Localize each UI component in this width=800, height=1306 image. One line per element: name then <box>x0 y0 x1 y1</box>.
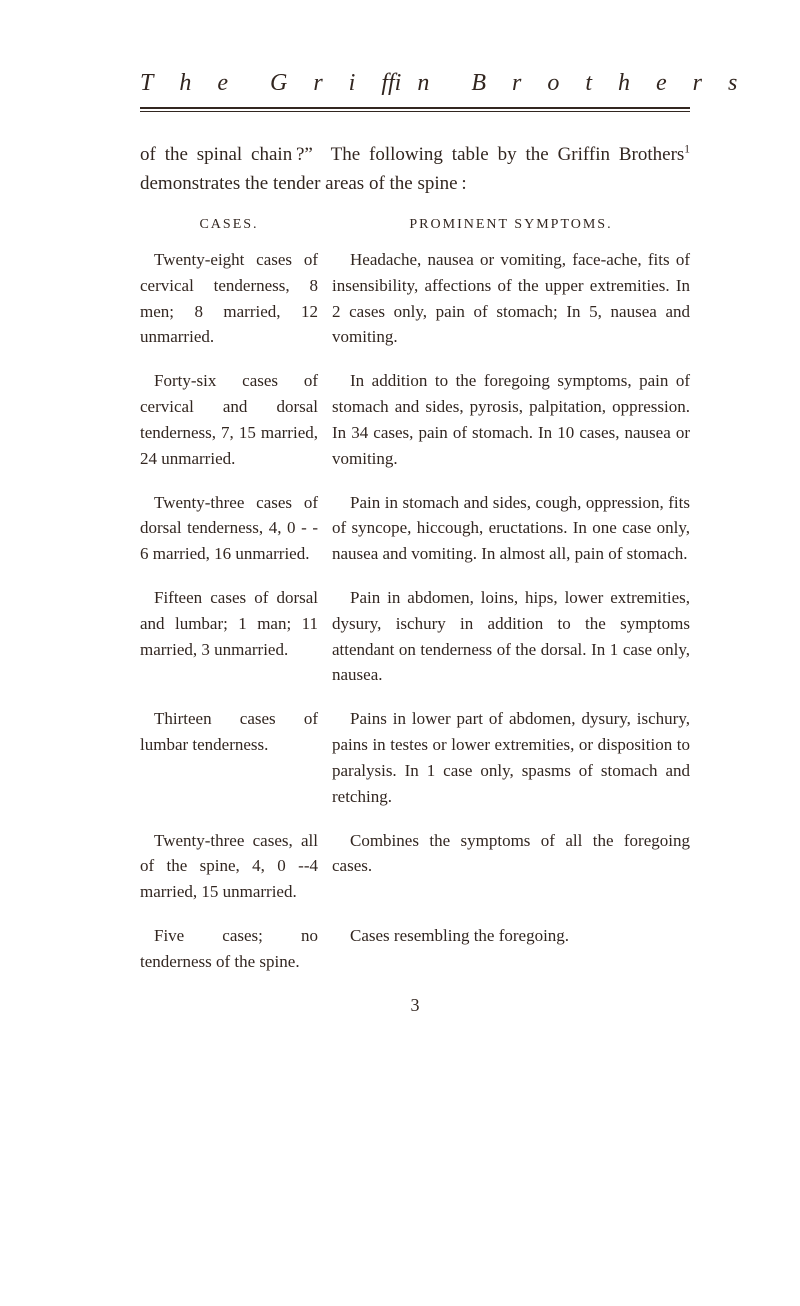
cases-cell: Fifteen cases of dorsal and lumbar; 1 ma… <box>140 585 318 688</box>
page-number: 3 <box>140 995 690 1016</box>
cases-cell: Forty-six cases of cervical and dorsal t… <box>140 368 318 471</box>
symptoms-cell: In addition to the foregoing symptoms, p… <box>332 368 690 471</box>
table-row: Twenty-three cases, all of the spine, 4,… <box>140 828 690 905</box>
cases-cell: Twenty-three cases, all of the spine, 4,… <box>140 828 318 905</box>
table-row: Thirteen cases of lumbar tenderness. Pai… <box>140 706 690 809</box>
rule-thin <box>140 111 690 112</box>
table-row: Fifteen cases of dorsal and lumbar; 1 ma… <box>140 585 690 688</box>
symptoms-cell: Combines the symptoms of all the foregoi… <box>332 828 690 905</box>
symptoms-cell: Pain in abdomen, loins, hips, lower extr… <box>332 585 690 688</box>
footnote-marker: 1 <box>684 144 690 156</box>
running-head-text: T h e G r i ffi n B r o t h e r s <box>140 70 747 96</box>
symptoms-cell: Cases resembling the foregoing. <box>332 923 690 975</box>
cases-cell: Twenty-three cases of dorsal tenderness,… <box>140 490 318 567</box>
rule-thick <box>140 107 690 109</box>
table-row: Twenty-three cases of dorsal tenderness,… <box>140 490 690 567</box>
column-headers: CASES. PROMINENT SYMPTOMS. <box>140 217 690 247</box>
cases-cell: Twenty-eight cases of cervical tendernes… <box>140 247 318 350</box>
column-head-cases: CASES. <box>140 217 318 233</box>
intro-paragraph: of the spinal chain ?” The following tab… <box>140 140 690 199</box>
page: T h e G r i ffi n B r o t h e r s of the… <box>0 0 800 1306</box>
symptoms-cell: Pains in lower part of abdomen, dysury, … <box>332 706 690 809</box>
table-row: Twenty-eight cases of cervical tendernes… <box>140 247 690 350</box>
cases-cell: Thirteen cases of lumbar tenderness. <box>140 706 318 809</box>
table-row: Five cases; no tenderness of the spine. … <box>140 923 690 975</box>
cases-cell: Five cases; no tenderness of the spine. <box>140 923 318 975</box>
symptoms-cell: Pain in stomach and sides, cough, oppres… <box>332 490 690 567</box>
symptoms-cell: Headache, nausea or vomiting, face-ache,… <box>332 247 690 350</box>
column-head-symptoms: PROMINENT SYMPTOMS. <box>332 217 690 233</box>
table-row: Forty-six cases of cervical and dorsal t… <box>140 368 690 471</box>
running-head: T h e G r i ffi n B r o t h e r s <box>140 70 690 97</box>
